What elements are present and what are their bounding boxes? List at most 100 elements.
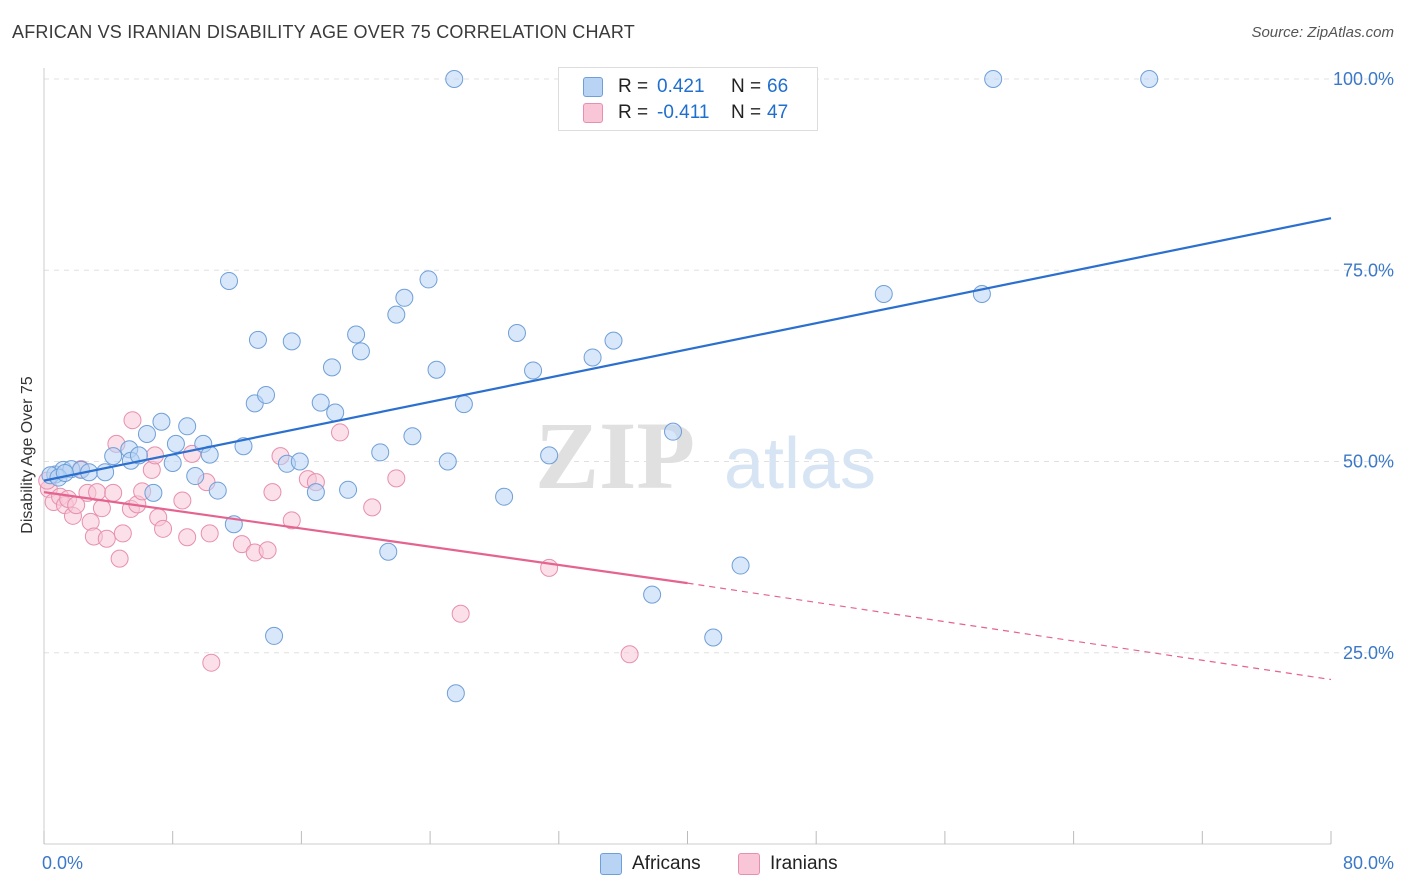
africans-n-label: N = [731, 76, 762, 97]
africans-point-16 [186, 467, 205, 486]
legend-africans: Africans [600, 852, 701, 876]
africans-point-37 [371, 443, 390, 462]
watermark-atlas: atlas [724, 424, 876, 504]
africans-point-53 [643, 585, 662, 604]
africans-swatch [583, 77, 603, 97]
africans-point-34 [339, 480, 358, 499]
africans-point-61 [984, 70, 1003, 88]
trend-lines [43, 217, 1332, 681]
chart-title: AFRICAN VS IRANIAN DISABILITY AGE OVER 7… [12, 22, 635, 42]
africans-point-43 [427, 360, 446, 379]
africans-point-24 [248, 330, 267, 349]
africans-point-46 [454, 395, 473, 414]
watermark-zip: ZIP [535, 402, 695, 509]
africans-point-12 [152, 412, 171, 431]
africans-point-29 [290, 452, 309, 471]
iranians-point-32 [258, 541, 277, 560]
iranians-point-29 [202, 653, 221, 672]
africans-point-31 [311, 393, 330, 412]
africans-point-57 [874, 284, 893, 303]
iranians-swatch [583, 103, 603, 123]
africans-point-62 [1140, 70, 1159, 88]
iranians-trend-line [43, 491, 688, 585]
africans-point-14 [166, 434, 185, 453]
africans-n-value: 66 [767, 76, 789, 97]
africans-point-59 [445, 70, 464, 88]
africans-point-10 [137, 424, 156, 443]
africans-point-56 [731, 556, 750, 575]
africans-point-45 [446, 684, 465, 703]
africans-point-20 [220, 271, 239, 290]
iranians-point-25 [178, 528, 197, 547]
iranians-point-11 [97, 529, 116, 548]
africans-point-52 [604, 331, 623, 350]
iranians-point-12 [104, 483, 123, 502]
legend-iranians: Iranians [738, 852, 838, 876]
africans-point-6 [104, 447, 123, 466]
iranians-point-46 [67, 496, 86, 515]
africans-point-50 [540, 446, 559, 465]
africans-point-30 [306, 483, 325, 502]
africans-point-40 [395, 288, 414, 307]
africans-point-49 [524, 361, 543, 380]
africans-point-42 [419, 270, 438, 289]
africans-point-54 [664, 422, 683, 441]
africans-point-11 [144, 483, 163, 502]
iranians-n-label: N = [731, 102, 762, 123]
africans-point-48 [507, 323, 526, 342]
africans-point-28 [282, 332, 301, 351]
legend-iranians-label: Iranians [770, 853, 838, 874]
iranians-n-value: 47 [767, 102, 789, 123]
iranians-point-7 [81, 512, 100, 531]
africans-point-38 [379, 542, 398, 561]
legend-iranians-swatch [738, 853, 760, 875]
africans-point-35 [347, 325, 366, 344]
africans-point-15 [178, 417, 197, 436]
africans-point-26 [265, 626, 284, 645]
iranians-trend-extension [687, 582, 1332, 681]
y-tick-label-50: 50.0% [1343, 452, 1394, 472]
tick-labels: 25.0% 50.0% 75.0% 100.0% 0.0% 80.0% [42, 69, 1394, 873]
africans-point-55 [704, 628, 723, 647]
africans-point-51 [583, 348, 602, 367]
grid-lines [44, 78, 1394, 654]
africans-point-32 [322, 358, 341, 377]
iranians-point-41 [451, 604, 470, 623]
iranians-point-40 [387, 469, 406, 488]
source-label: Source: ZipAtlas.com [1251, 24, 1394, 41]
africans-point-36 [351, 342, 370, 361]
iranians-point-43 [620, 645, 639, 664]
iranians-point-39 [363, 498, 382, 517]
iranians-r-value: -0.411 [657, 102, 710, 123]
iranians-point-23 [154, 519, 173, 538]
africans-point-25 [257, 385, 276, 404]
africans-r-label: R = [618, 76, 649, 97]
africans-point-47 [495, 487, 514, 506]
africans-points [41, 70, 1159, 703]
iranians-point-20 [142, 460, 161, 479]
iranians-point-14 [110, 549, 129, 568]
x-tick-label-max: 80.0% [1343, 853, 1394, 873]
africans-point-39 [387, 305, 406, 324]
iranians-point-30 [232, 535, 251, 554]
africans-point-41 [403, 427, 422, 446]
axes [43, 68, 1332, 845]
africans-r-value: 0.421 [657, 76, 705, 97]
africans-point-65 [55, 463, 74, 482]
iranians-r-label: R = [618, 102, 649, 123]
legend-africans-label: Africans [632, 853, 701, 874]
iranians-point-24 [173, 491, 192, 510]
africans-point-13 [163, 454, 182, 473]
x-tick-label-min: 0.0% [42, 853, 83, 873]
iranians-point-33 [263, 483, 282, 502]
africans-point-22 [234, 437, 253, 456]
iranians-point-21 [146, 446, 165, 465]
y-tick-label-75: 75.0% [1343, 260, 1394, 280]
iranians-point-17 [123, 411, 142, 430]
y-tick-label-100: 100.0% [1333, 69, 1394, 89]
y-tick-label-25: 25.0% [1343, 643, 1394, 663]
correlation-legend: R = 0.421 N = 66 R = -0.411 N = 47 [558, 67, 818, 131]
africans-point-33 [326, 403, 345, 422]
iranians-point-35 [282, 511, 301, 530]
